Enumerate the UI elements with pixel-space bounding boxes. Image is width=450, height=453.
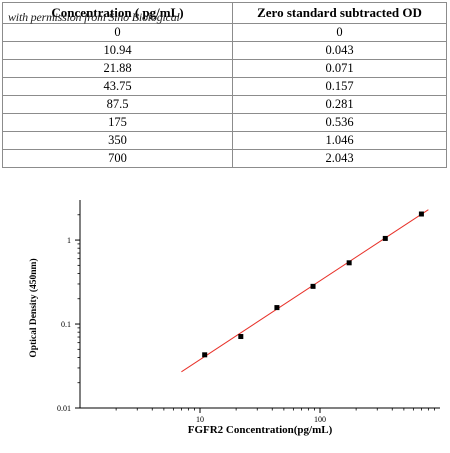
table-row: 350 1.046 — [2, 131, 447, 150]
cell-od: 2.043 — [232, 149, 447, 168]
cell-concentration: 175 — [2, 113, 233, 132]
table-row: 700 2.043 — [2, 149, 447, 168]
data-point — [346, 260, 352, 266]
y-axis-label: Optical Density (450nm) — [28, 258, 39, 357]
cell-od: 0.157 — [232, 77, 447, 96]
y-tick-label: 0.01 — [57, 404, 71, 413]
standard-curve-chart: 10 100 0.01 0.1 1 FGFR2 Concentration(pg/mL)… — [0, 190, 450, 448]
table-row: 10.94 0.043 — [2, 41, 447, 60]
data-points-group — [202, 211, 424, 358]
y-tick-label: 0.1 — [61, 320, 71, 329]
cell-od: 1.046 — [232, 131, 447, 150]
header-od: Zero standard subtracted OD — [232, 2, 447, 24]
data-point — [382, 235, 388, 241]
y-tick-label: 1 — [67, 236, 71, 245]
data-point — [418, 211, 424, 217]
cell-concentration: 700 — [2, 149, 233, 168]
table-row: 43.75 0.157 — [2, 77, 447, 96]
x-axis-label: FGFR2 Concentration(pg/mL) — [188, 424, 333, 436]
cell-concentration: 43.75 — [2, 77, 233, 96]
standard-table: Concentration ( pg/mL) Zero standard sub… — [2, 2, 447, 168]
cell-od: 0.043 — [232, 41, 447, 60]
cell-concentration: 10.94 — [2, 41, 233, 60]
data-point — [310, 283, 316, 289]
cell-od: 0.281 — [232, 95, 447, 114]
cell-concentration: 0 — [2, 23, 233, 42]
table-header-row: Concentration ( pg/mL) Zero standard sub… — [2, 2, 447, 24]
fit-line — [181, 209, 429, 373]
fit-line-group — [181, 209, 429, 373]
chart-axes: 10 100 0.01 0.1 1 — [57, 200, 440, 424]
cell-od: 0.071 — [232, 59, 447, 78]
data-point — [202, 352, 208, 358]
table-row: 87.5 0.281 — [2, 95, 447, 114]
cell-concentration: 87.5 — [2, 95, 233, 114]
cell-concentration: 21.88 — [2, 59, 233, 78]
chart-svg: 10 100 0.01 0.1 1 FGFR2 Concentration(pg/mL)… — [28, 200, 440, 436]
table-row: 21.88 0.071 — [2, 59, 447, 78]
cell-od: 0.536 — [232, 113, 447, 132]
x-tick-label: 10 — [196, 415, 204, 424]
x-tick-label: 100 — [314, 415, 326, 424]
header-concentration: Concentration ( pg/mL) — [2, 2, 233, 24]
table-row: 175 0.536 — [2, 113, 447, 132]
data-point — [274, 305, 280, 311]
cell-concentration: 350 — [2, 131, 233, 150]
cell-od: 0 — [232, 23, 447, 42]
data-point — [238, 334, 244, 340]
